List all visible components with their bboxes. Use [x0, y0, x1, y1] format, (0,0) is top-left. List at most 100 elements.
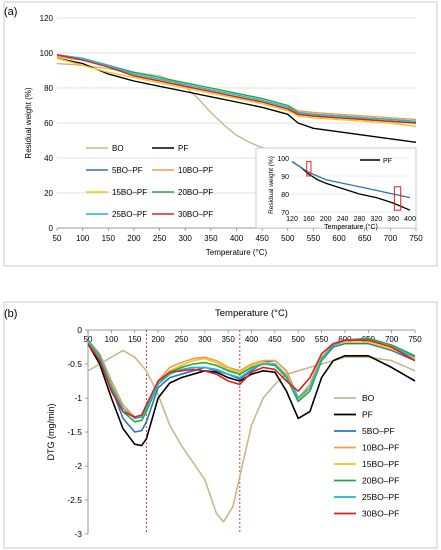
x-tick-label-a: 450	[255, 234, 269, 243]
legend-label-a: 15BO–PF	[112, 188, 147, 197]
inset-x-tick-label: 200	[320, 216, 332, 223]
series-line-b	[87, 349, 416, 523]
inset-y-tick-label: 70	[281, 210, 289, 217]
y-tick-label-a: 120	[40, 14, 54, 23]
legend-label-a: BO	[112, 144, 124, 153]
x-tick-label-a: 300	[179, 234, 193, 243]
x-tick-label-a: 150	[102, 234, 116, 243]
inset-x-tick-label: 160	[303, 216, 315, 223]
y-axis-label-b: DTG (mg/min)	[46, 404, 56, 461]
y-tick-label-a: 20	[44, 189, 53, 198]
x-tick-label-b: 250	[175, 335, 189, 344]
panel-a-frame	[3, 1, 438, 267]
series-line-a	[56, 54, 417, 124]
inset-series-line	[291, 161, 411, 211]
x-tick-label-b: 50	[84, 335, 93, 344]
y-tick-label-b: -2.5	[67, 495, 82, 505]
inset-y-tick-label: 90	[281, 174, 289, 181]
inset-y-tick-label: 100	[277, 156, 289, 163]
legend-label-a: 25BO–PF	[112, 210, 147, 219]
panel-b: (b) Temperature (°C) 50 100 150 200 250 300 350…	[0, 300, 441, 550]
x-tick-label-a: 650	[358, 234, 372, 243]
inset-series-line	[291, 161, 411, 199]
inset-frame	[255, 147, 417, 229]
y-tick-label-b: 0	[77, 325, 82, 335]
x-tick-label-a: 350	[204, 234, 218, 243]
x-tick-label-a: 400	[230, 234, 244, 243]
y-tick-label-b: -3	[74, 529, 82, 539]
y-axis-label-a: Residual weight (%)	[24, 87, 33, 158]
x-tick-label-a: 550	[307, 234, 321, 243]
y-tick-label-a: 0	[49, 224, 54, 233]
series-line-b	[87, 343, 416, 447]
legend-label-b: 5BO–PF	[362, 426, 395, 436]
y-tick-label-b: -1.5	[67, 427, 82, 437]
x-tick-label-b: 350	[221, 335, 235, 344]
x-tick-label-a: 700	[384, 234, 398, 243]
x-tick-label-a: 50	[53, 234, 62, 243]
legend-label-b: 30BO–PF	[362, 509, 399, 519]
y-tick-label-a: 60	[44, 119, 53, 128]
chart-title-b: Temperature (°C)	[215, 308, 288, 319]
inset-x-axis-label: Temperature (°C)	[324, 223, 378, 231]
inset-y-axis-label: Residual weight (%)	[268, 156, 275, 214]
inset-highlight-box	[306, 161, 312, 177]
legend-label-b: BO	[362, 393, 375, 403]
y-tick-label-a: 100	[40, 49, 54, 58]
legend-label-b: PF	[362, 410, 373, 420]
y-tick-label-b: -0.5	[67, 359, 82, 369]
x-tick-label-b: 300	[198, 335, 212, 344]
series-line-b	[87, 341, 416, 420]
inset-x-tick-label: 320	[370, 216, 382, 223]
inset-x-tick-label: 360	[387, 216, 399, 223]
x-axis-label-a: Temperature (°C)	[206, 248, 268, 257]
series-line-b	[87, 339, 416, 418]
legend-label-a: 20BO–PF	[178, 188, 213, 197]
inset-x-tick-label: 120	[286, 216, 298, 223]
inset-legend-label: PF	[383, 158, 392, 165]
panel-b-frame	[3, 301, 438, 549]
y-tick-label-b: -2	[74, 461, 82, 471]
y-tick-label-a: 40	[44, 154, 53, 163]
x-tick-label-a: 600	[332, 234, 346, 243]
legend-label-a: 30BO–PF	[178, 210, 213, 219]
inset-highlight-box	[393, 186, 402, 211]
series-line-b	[87, 338, 416, 420]
x-tick-label-b: 200	[151, 335, 165, 344]
inset-y-tick-label: 80	[281, 192, 289, 199]
panel-a-label: (a)	[4, 6, 18, 18]
legend-label-a: 5BO–PF	[112, 166, 143, 175]
x-tick-label-b: 700	[385, 335, 399, 344]
legend-label-b: 15BO–PF	[362, 459, 399, 469]
x-tick-label-b: 450	[268, 335, 282, 344]
x-tick-label-a: 750	[409, 234, 423, 243]
x-tick-label-b: 150	[128, 335, 142, 344]
x-tick-label-b: 100	[105, 335, 119, 344]
legend-label-b: 25BO–PF	[362, 492, 399, 502]
x-tick-label-b: 400	[245, 335, 259, 344]
x-tick-label-a: 100	[76, 234, 90, 243]
series-line-b	[87, 339, 416, 418]
x-tick-label-b: 500	[292, 335, 306, 344]
inset-x-tick-label: 400	[404, 216, 416, 223]
panel-a: (a) 0 20 40 60 80 100 120 50 100 150 200 250 300 350 4…	[0, 0, 441, 268]
x-tick-label-b: 550	[315, 335, 329, 344]
series-line-a	[56, 57, 417, 143]
inset-x-tick-label: 280	[354, 216, 366, 223]
legend-label-b: 20BO–PF	[362, 476, 399, 486]
legend-label-b: 10BO–PF	[362, 443, 399, 453]
series-line-a	[56, 57, 417, 128]
x-tick-label-a: 200	[127, 234, 141, 243]
x-tick-label-a: 500	[281, 234, 295, 243]
x-tick-label-b: 750	[408, 335, 422, 344]
dtg-chart: Temperature (°C) 50 100 150 200 250 300 350 400 4…	[3, 301, 438, 549]
legend-label-a: PF	[178, 144, 188, 153]
x-tick-label-a: 250	[153, 234, 167, 243]
tga-chart: 0 20 40 60 80 100 120 50 100 150 200 250 300 350 400 45…	[3, 1, 438, 267]
y-tick-label-b: -1	[74, 393, 82, 403]
panel-b-label: (b)	[4, 308, 18, 320]
inset-x-tick-label: 240	[337, 216, 349, 223]
legend-label-a: 10BO–PF	[178, 166, 213, 175]
series-line-a	[56, 54, 417, 122]
y-tick-label-a: 80	[44, 84, 53, 93]
